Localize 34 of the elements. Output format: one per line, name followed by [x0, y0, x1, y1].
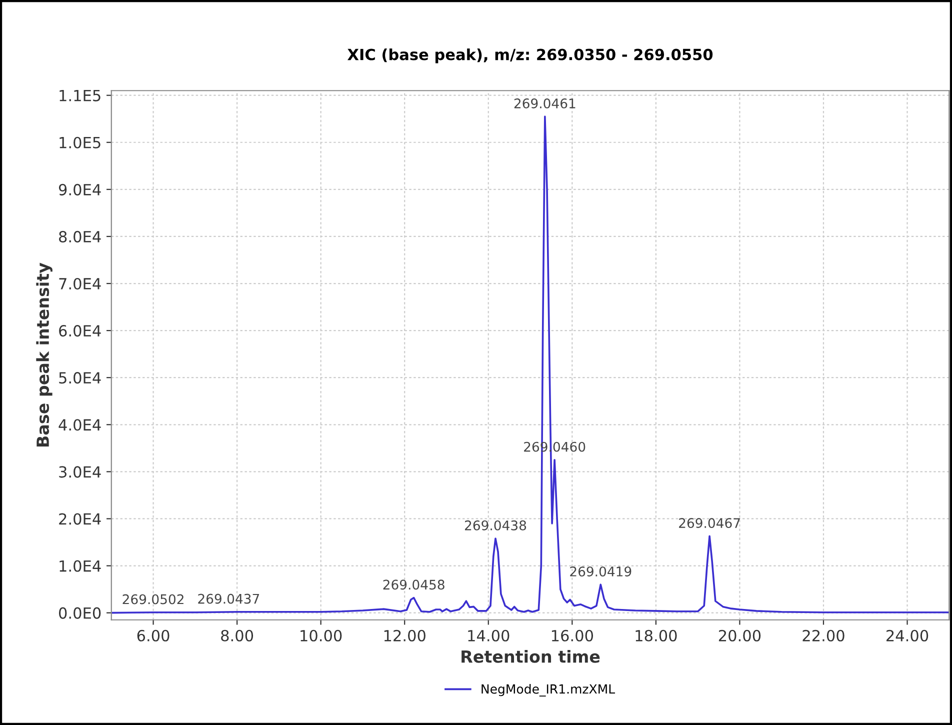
x-tick-label: 14.00 [468, 630, 510, 642]
annotation: 269.0502 [122, 594, 184, 604]
annotation: 269.0458 [383, 580, 444, 590]
y-tick-label: 5.0E4 [59, 372, 101, 384]
x-tick-label: 18.00 [636, 630, 677, 642]
x-tick-label: 20.00 [718, 630, 761, 642]
y-tick-label: 0.0E0 [59, 607, 101, 619]
y-tick-label: 8.0E4 [59, 230, 101, 242]
x-tick-label: 22.00 [802, 630, 844, 642]
annotation: 269.0419 [570, 566, 632, 576]
annotation: 269.0461 [514, 98, 576, 108]
x-tick-label: 24.00 [886, 630, 928, 642]
y-tick-label: 7.0E4 [59, 278, 101, 290]
x-tick-label: 16.00 [552, 630, 594, 642]
line-series [111, 116, 950, 614]
y-tick-label: 1.0E5 [60, 136, 100, 148]
y-tick-label: 6.0E4 [59, 325, 101, 337]
x-axis-title: Retention time [462, 650, 600, 663]
x-tick-label: 12.00 [384, 630, 426, 642]
y-tick-label: 1.0E4 [60, 560, 101, 572]
annotation: 269.0467 [679, 518, 740, 528]
y-axis-title: Base peak intensity [36, 262, 52, 446]
y-tick-label: 9.0E4 [58, 184, 101, 196]
legend-label: NegMode_IR1.mzXML [482, 684, 616, 696]
annotation: 269.0437 [198, 594, 260, 604]
chart-title: XIC (base peak), m/z: 269.0350 - 269.0550 [348, 48, 713, 64]
y-tick-label: 2.0E4 [59, 513, 101, 525]
x-tick-label: 6.00 [137, 630, 170, 642]
y-tick-label: 4.0E4 [58, 419, 101, 431]
y-tick-label: 1.1E5 [60, 90, 100, 102]
y-tick-label: 3.0E4 [59, 466, 101, 478]
annotation: 269.0438 [464, 520, 526, 530]
x-tick-label: 10.00 [300, 630, 342, 642]
x-tick-label: 8.00 [221, 630, 254, 642]
